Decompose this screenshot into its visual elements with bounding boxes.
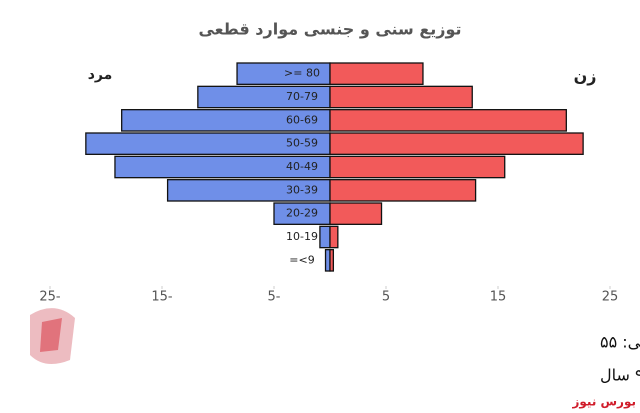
bar: [329, 109, 567, 132]
bar: [329, 249, 335, 272]
category-label: =<9: [289, 253, 314, 266]
x-tick-label: 5-: [268, 290, 281, 305]
caption-line: سال؛ حداقل: زیر ۱ سال؛ حداکثر: ۹۸ سال: [600, 366, 640, 386]
bar: [329, 179, 477, 202]
brand: بورس نیوز: [571, 395, 636, 410]
x-tick-label: 25: [602, 290, 619, 305]
legend-men: مرد: [88, 67, 113, 83]
category-label: 10-19: [286, 230, 318, 243]
category-label: 70-79: [286, 90, 318, 103]
bar: [329, 132, 584, 155]
caption-line: نسبت مرد به زن در موارد قطعی: ۱/۴ میانگی…: [600, 333, 640, 353]
category-label: 50-59: [286, 137, 318, 150]
category-label: 40-49: [286, 160, 318, 173]
bar: [329, 155, 506, 179]
chart-title: توزیع سنی و جنسی موارد قطعی: [198, 20, 461, 39]
legend-women: زن: [574, 67, 597, 86]
x-tick-label: 15-: [151, 290, 173, 305]
x-tick-label: 25-: [39, 290, 61, 305]
category-label: 30-39: [286, 183, 318, 196]
bar: [319, 225, 331, 249]
bar: [324, 249, 331, 272]
x-tick-label: 15: [490, 290, 507, 305]
x-tick-label: 5: [382, 290, 390, 305]
category-label: 60-69: [286, 113, 318, 126]
bar: [329, 225, 339, 249]
bar: [329, 85, 473, 109]
category-label: >= 80: [284, 67, 320, 80]
bar: [329, 62, 424, 85]
category-label: 20-29: [286, 207, 318, 220]
watermark-logo: [30, 308, 75, 364]
bar: [329, 202, 383, 225]
